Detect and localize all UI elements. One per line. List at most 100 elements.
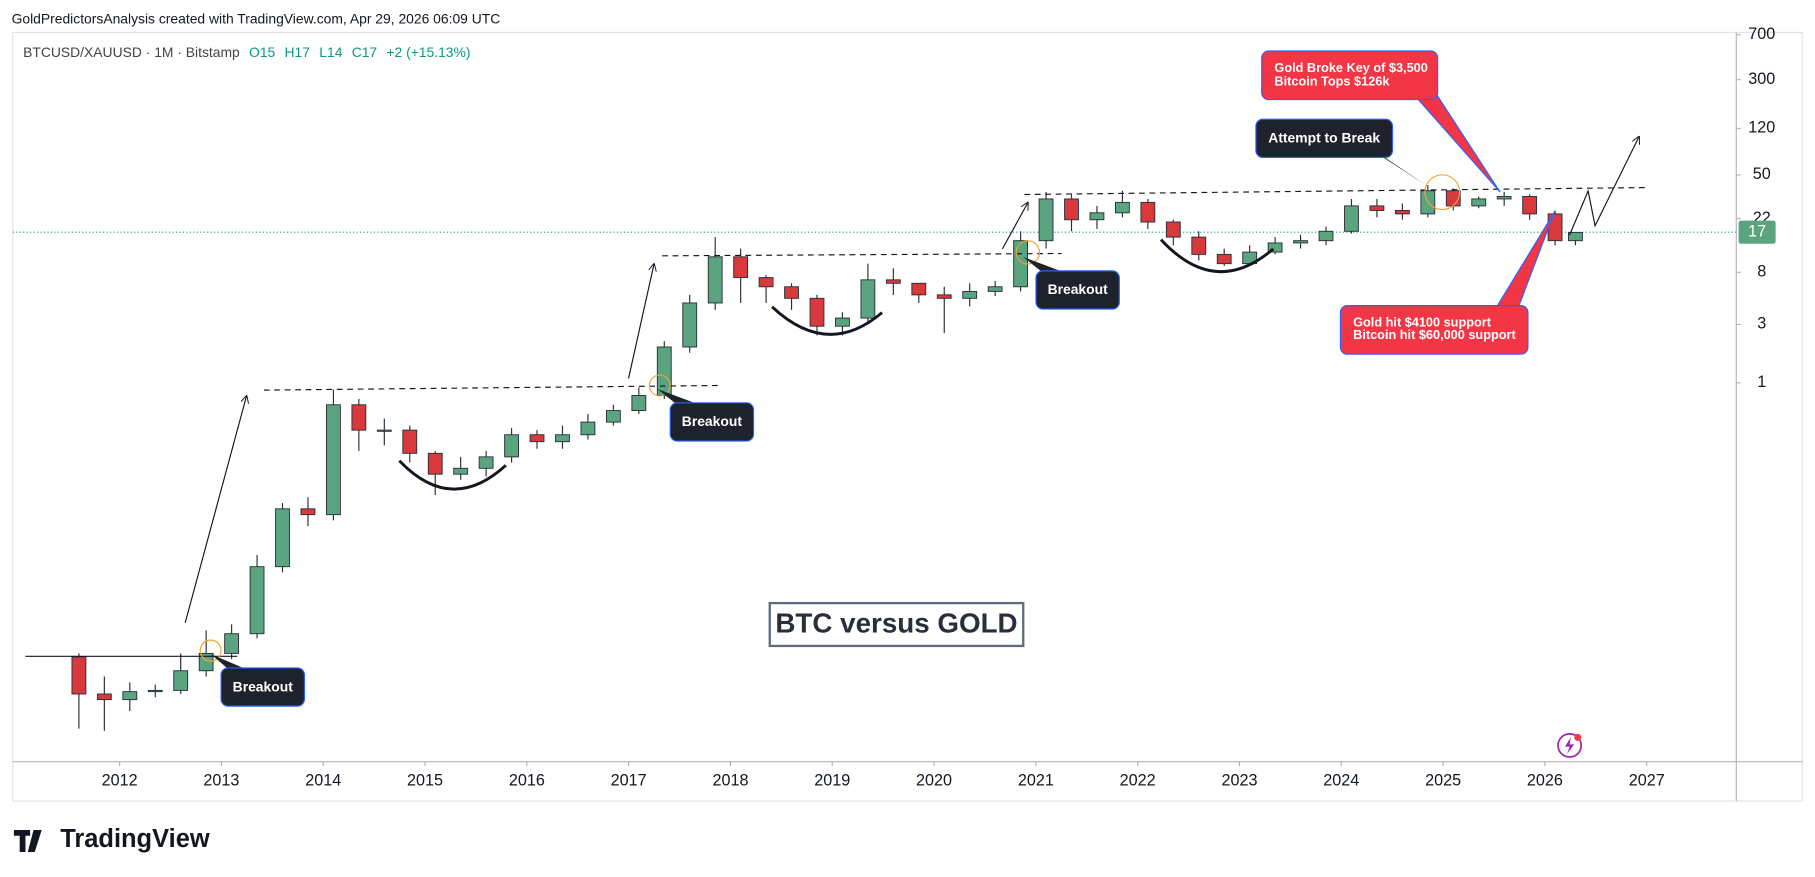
plot-area	[12, 185, 1737, 731]
callout-text: Breakout	[1048, 281, 1109, 297]
candle-body	[427, 452, 443, 475]
x-tick-label: 2025	[1425, 772, 1461, 790]
y-tick-label: 300	[1748, 70, 1775, 88]
x-tick-label: 2014	[305, 772, 341, 790]
candle-body	[784, 286, 799, 299]
candle-body	[656, 346, 672, 396]
candle-body	[300, 508, 316, 516]
x-tick-label: 2027	[1629, 772, 1665, 790]
highlight-circle	[199, 639, 222, 662]
resistance-line	[662, 252, 1062, 257]
candle-body	[402, 429, 418, 454]
ohlc-value: O15	[249, 44, 276, 60]
candle-body	[1064, 198, 1079, 221]
candle-body	[1114, 201, 1130, 214]
flash-icon[interactable]	[1557, 733, 1583, 758]
candle-body	[173, 670, 189, 691]
y-tick-label: 1	[1757, 373, 1766, 391]
candle-body	[71, 656, 87, 695]
callout-text: Breakout	[233, 678, 294, 694]
candle-body	[1568, 232, 1583, 242]
center-label-box	[768, 601, 1025, 648]
trend-arrow	[184, 396, 246, 623]
callout-box	[1261, 50, 1439, 101]
resistance-line	[263, 384, 720, 391]
header: GoldPredictorsAnalysis created with Trad…	[12, 10, 501, 26]
candle-body	[1369, 205, 1385, 211]
callout-pointer	[1410, 92, 1501, 193]
candle-body	[758, 277, 774, 288]
candle-body	[682, 302, 698, 348]
x-tick-label: 2021	[1018, 772, 1054, 790]
callout-box	[220, 667, 306, 707]
x-tick-label: 2016	[509, 772, 545, 790]
candle-body	[504, 434, 519, 458]
center-label: BTC versus GOLD	[775, 607, 1017, 638]
callout-box	[1255, 118, 1394, 159]
candle-body	[1471, 198, 1487, 207]
candle-body	[326, 404, 341, 516]
candle-body	[529, 434, 545, 443]
highlight-circle	[1015, 240, 1041, 265]
candle-body	[936, 294, 952, 299]
candle-body	[911, 282, 927, 296]
x-tick-label: 2020	[916, 772, 952, 790]
candle-body	[1216, 253, 1232, 265]
cup-arc	[398, 459, 507, 491]
callout-box	[1035, 270, 1120, 310]
ohlc-value: H17	[285, 44, 311, 60]
candle-body	[478, 456, 494, 469]
candle-body	[122, 691, 138, 701]
candle-body	[1522, 196, 1538, 215]
candle-body	[1318, 230, 1334, 242]
x-tick-label: 2022	[1120, 772, 1156, 790]
candle-body	[733, 256, 749, 279]
callout-text: Gold Broke Key of $3,500	[1274, 60, 1427, 75]
candle-body	[707, 256, 723, 304]
trend-arrow	[1001, 203, 1027, 250]
candle-body	[1394, 210, 1410, 215]
x-tick-label: 2013	[203, 772, 239, 790]
x-tick-label: 2015	[407, 772, 443, 790]
cup-arc	[1159, 238, 1275, 273]
candle-body	[987, 286, 1003, 292]
candle-body	[1344, 205, 1359, 232]
candle-body	[631, 395, 647, 412]
x-tick-label: 2019	[814, 772, 850, 790]
callout-text: Bitcoin hit $60,000 support	[1353, 327, 1516, 342]
brand-logo[interactable]: TradingView	[13, 825, 210, 853]
projection-path	[1569, 137, 1639, 236]
candle-body	[1191, 236, 1207, 255]
candle-body	[275, 508, 290, 568]
x-tick-label: 2017	[611, 772, 647, 790]
candle-body	[1293, 240, 1308, 244]
callout-text: Bitcoin Tops $126k	[1274, 74, 1390, 89]
callout-box	[1339, 305, 1529, 355]
y-tick-label: 3	[1757, 315, 1766, 333]
y-tick-label: 700	[1748, 25, 1775, 43]
last-price-tag	[1738, 220, 1776, 244]
candle-body	[962, 290, 978, 299]
x-tick-label: 2026	[1527, 772, 1563, 790]
candle-body	[453, 467, 469, 475]
resistance-line	[1024, 186, 1647, 196]
callout-text: Attempt to Break	[1268, 130, 1380, 146]
candle-body	[1496, 196, 1512, 200]
candle-body	[376, 429, 392, 432]
symbol-legend: BTCUSD/XAUUSD · 1M · Bitstamp O15 H17 L14 C…	[23, 44, 470, 60]
candle-body	[351, 404, 367, 431]
ohlc-value: C17	[352, 44, 378, 60]
x-tick-label: 2012	[102, 772, 138, 790]
ohlc-value: L14	[319, 44, 342, 60]
cup-arc	[771, 305, 883, 336]
trend-arrow	[627, 264, 654, 379]
candle-body	[860, 279, 876, 319]
callout-pointer	[1492, 211, 1556, 314]
symbol-title: BTCUSD/XAUUSD · 1M · Bitstamp	[23, 44, 240, 60]
highlight-circle	[1424, 174, 1461, 211]
chart-frame	[12, 31, 1803, 802]
y-tick-label: 120	[1748, 119, 1775, 137]
brand-name: TradingView	[60, 825, 210, 853]
